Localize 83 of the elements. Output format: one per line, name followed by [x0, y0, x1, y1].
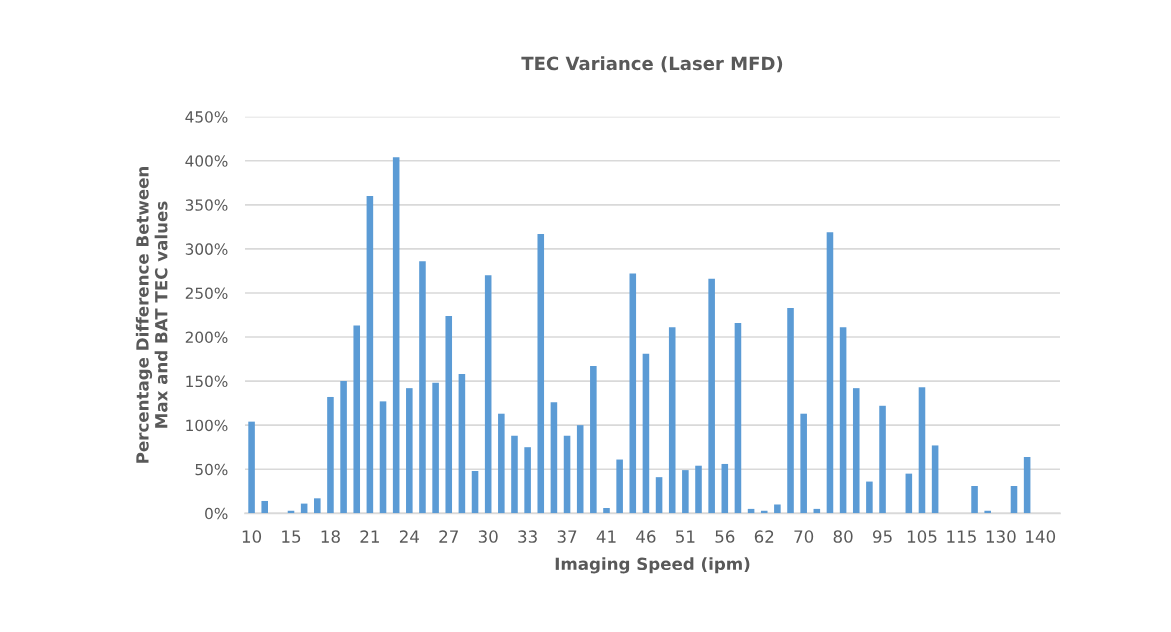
bar: [550, 402, 558, 514]
bar: [366, 196, 374, 514]
x-tick-label: 130: [986, 530, 1016, 543]
x-tick-label: 140: [1026, 530, 1056, 543]
bar: [445, 315, 453, 514]
bar: [800, 413, 807, 514]
x-tick-label: 46: [636, 530, 656, 543]
bar: [879, 405, 886, 514]
y-tick-label: 200%: [185, 331, 228, 344]
x-tick-label: 33: [518, 530, 537, 543]
x-tick-label: 95: [872, 530, 892, 543]
x-tick-label: 18: [321, 530, 340, 543]
bar: [524, 447, 531, 514]
y-axis-title: Percentage Difference Between Max and BAT TEC values: [135, 167, 168, 463]
bar: [616, 459, 623, 514]
bar: [419, 261, 426, 514]
bar: [432, 382, 439, 514]
x-tick-label: 37: [557, 530, 577, 543]
x-tick-label: 115: [947, 530, 976, 543]
x-tick-label: 27: [439, 530, 458, 543]
y-tick-label: 400%: [185, 155, 228, 167]
bar: [471, 471, 479, 514]
bar: [484, 275, 492, 514]
bar: [261, 500, 268, 514]
bar: [603, 508, 610, 514]
y-tick-label: 100%: [186, 419, 228, 432]
bar: [1010, 485, 1018, 514]
x-tick-label: 15: [282, 530, 301, 543]
bar: [379, 401, 387, 514]
x-tick-label: 30: [478, 530, 498, 543]
bar: [668, 327, 676, 514]
bar: [682, 470, 689, 514]
y-tick-label: 150%: [186, 375, 228, 388]
x-tick-label: 62: [754, 530, 774, 543]
bar: [905, 473, 913, 514]
bar: [314, 498, 321, 514]
bar: [852, 388, 860, 514]
bar: [787, 307, 794, 514]
bar: [1023, 456, 1031, 514]
x-axis-title: Imaging Speed (ipm): [555, 557, 750, 574]
bar: [708, 278, 715, 514]
bar: [576, 425, 584, 514]
y-tick-label: 350%: [185, 199, 228, 211]
bar: [866, 481, 873, 514]
bar: [406, 388, 413, 514]
bar: [458, 374, 466, 514]
x-tick-label: 56: [715, 530, 735, 543]
bar: [498, 413, 505, 514]
bar: [734, 322, 742, 514]
x-tick-label: 21: [360, 530, 379, 543]
bar: [721, 463, 729, 514]
bar: [537, 233, 545, 514]
bar: [931, 445, 939, 514]
bar: [629, 273, 637, 514]
bar: [839, 327, 847, 514]
bar: [590, 366, 597, 514]
bar: [563, 435, 571, 514]
bar: [353, 325, 361, 514]
bar: [392, 157, 400, 514]
bar: [340, 381, 347, 514]
y-tick-label: 0%: [205, 507, 228, 520]
bar: [248, 421, 255, 514]
x-tick-label: 24: [399, 530, 419, 543]
y-tick-label: 250%: [185, 287, 228, 299]
bar: [918, 387, 926, 514]
bar: [511, 435, 518, 514]
x-tick-label: 105: [907, 530, 937, 543]
y-tick-label: 300%: [185, 243, 228, 255]
bar: [327, 396, 334, 514]
x-tick-label: 80: [833, 530, 853, 543]
x-tick-label: 10: [242, 530, 262, 543]
x-tick-label: 41: [596, 530, 616, 543]
bar: [971, 485, 978, 514]
bar: [642, 353, 650, 514]
bar: [695, 465, 702, 514]
y-tick-label: 450%: [185, 111, 228, 123]
bar: [774, 504, 781, 514]
chart-title: TEC Variance (Laser MFD): [521, 56, 783, 73]
bar: [826, 232, 834, 514]
y-tick-label: 50%: [195, 463, 228, 476]
x-tick-label: 51: [676, 530, 695, 543]
bar: [655, 477, 663, 514]
x-tick-label: 70: [794, 530, 814, 543]
